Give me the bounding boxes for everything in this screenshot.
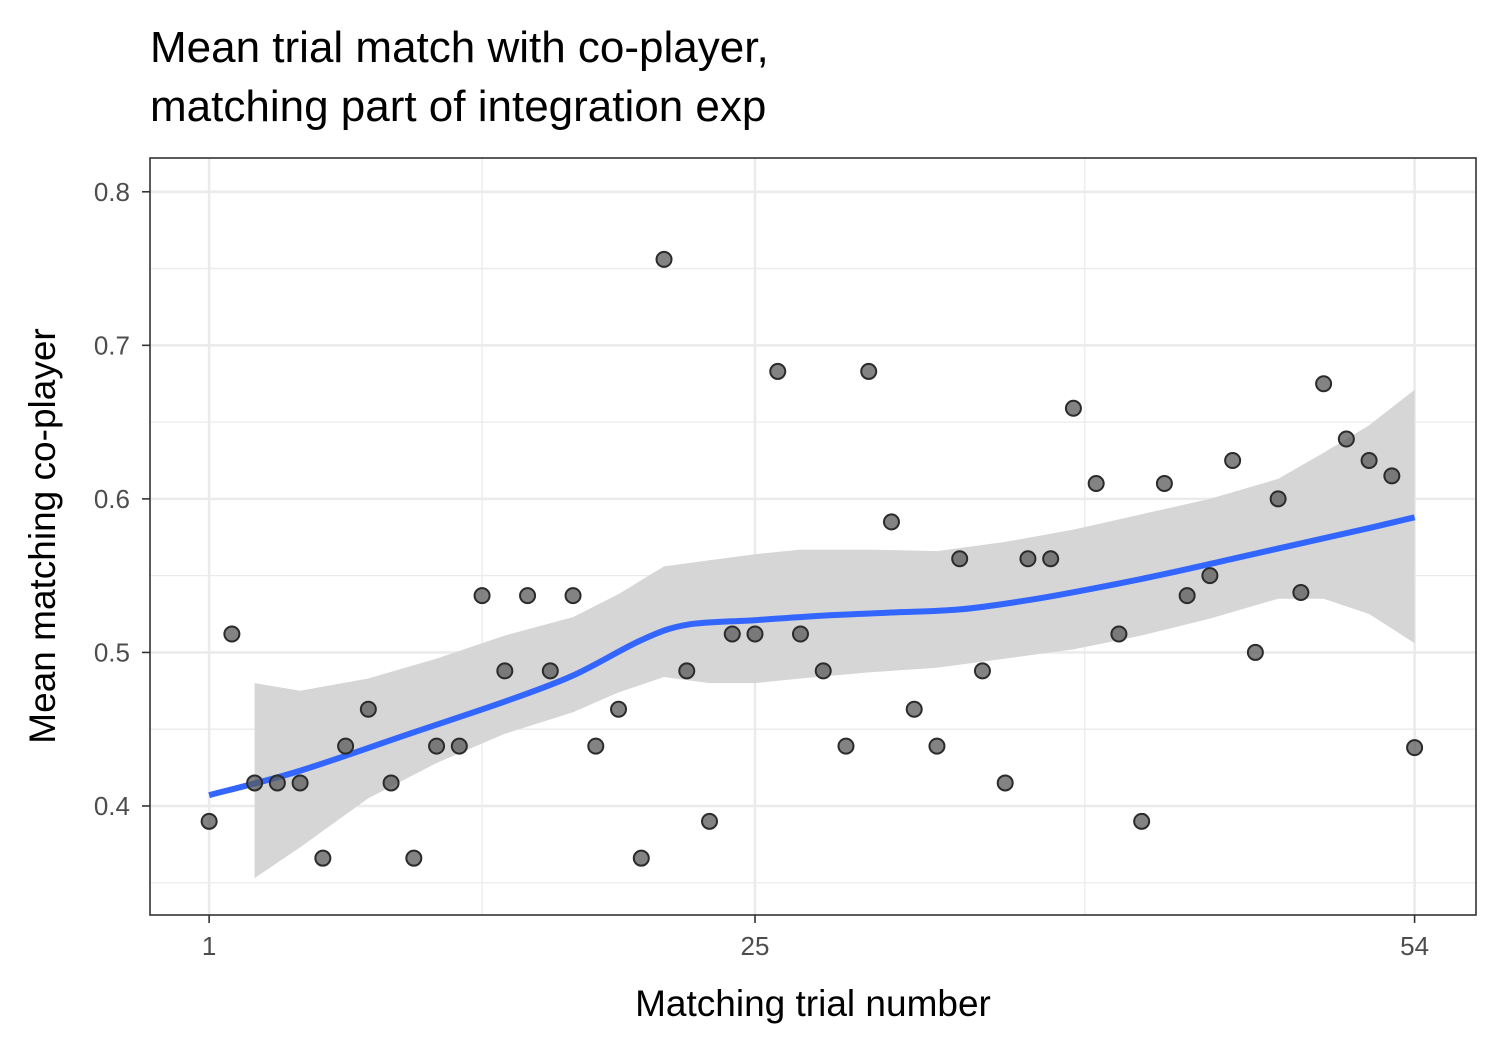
data-point-35 bbox=[973, 662, 991, 680]
data-point-45 bbox=[1201, 567, 1219, 585]
data-point-19 bbox=[610, 700, 628, 718]
y-tick-label-2: 0.6 bbox=[94, 484, 130, 514]
data-point-49 bbox=[1292, 584, 1310, 602]
data-point-47 bbox=[1246, 643, 1264, 661]
data-point-17 bbox=[564, 587, 582, 605]
data-point-13 bbox=[473, 587, 491, 605]
data-point-15 bbox=[519, 587, 537, 605]
data-point-20 bbox=[632, 849, 650, 867]
data-point-50 bbox=[1315, 375, 1333, 393]
data-point-7 bbox=[337, 737, 355, 755]
data-point-29 bbox=[837, 737, 855, 755]
data-point-21 bbox=[655, 250, 673, 268]
data-point-24 bbox=[723, 625, 741, 643]
data-point-6 bbox=[314, 849, 332, 867]
data-point-4 bbox=[268, 774, 286, 792]
data-point-18 bbox=[587, 737, 605, 755]
data-point-44 bbox=[1178, 587, 1196, 605]
data-point-37 bbox=[1019, 550, 1037, 568]
data-point-32 bbox=[905, 700, 923, 718]
data-point-46 bbox=[1224, 451, 1242, 469]
data-point-42 bbox=[1133, 812, 1151, 830]
data-point-8 bbox=[359, 700, 377, 718]
data-point-23 bbox=[701, 812, 719, 830]
chart-title-line-2: matching part of integration exp bbox=[150, 82, 766, 131]
plot-panel bbox=[149, 157, 1477, 916]
data-point-39 bbox=[1064, 399, 1082, 417]
x-tick-label-0: 1 bbox=[202, 931, 216, 961]
smooth-trend-line bbox=[208, 514, 1416, 799]
data-point-27 bbox=[791, 625, 809, 643]
chart-title-line-1: Mean trial match with co-player, bbox=[150, 23, 769, 72]
y-axis: 0.4 0.5 0.6 0.7 0.8 bbox=[94, 177, 150, 821]
data-point-33 bbox=[928, 737, 946, 755]
x-axis-title: Matching trial number bbox=[635, 983, 991, 1024]
data-point-51 bbox=[1337, 430, 1355, 448]
data-point-5 bbox=[291, 774, 309, 792]
x-tick-label-2: 54 bbox=[1400, 931, 1429, 961]
data-point-26 bbox=[769, 362, 787, 380]
data-points bbox=[200, 250, 1424, 867]
data-point-30 bbox=[860, 362, 878, 380]
x-axis: 1 25 54 bbox=[202, 915, 1429, 961]
data-point-38 bbox=[1042, 550, 1060, 568]
data-point-1 bbox=[200, 812, 218, 830]
panel-border bbox=[149, 157, 1477, 916]
data-point-40 bbox=[1087, 475, 1105, 493]
data-point-3 bbox=[246, 774, 264, 792]
data-point-22 bbox=[678, 662, 696, 680]
data-point-11 bbox=[428, 737, 446, 755]
x-tick-label-1: 25 bbox=[741, 931, 770, 961]
data-point-43 bbox=[1155, 475, 1173, 493]
data-point-54 bbox=[1406, 739, 1424, 757]
y-tick-label-3: 0.7 bbox=[94, 330, 130, 360]
data-point-9 bbox=[382, 774, 400, 792]
data-point-41 bbox=[1110, 625, 1128, 643]
data-point-12 bbox=[450, 737, 468, 755]
confidence-band bbox=[254, 389, 1415, 879]
y-tick-label-4: 0.8 bbox=[94, 177, 130, 207]
y-tick-label-1: 0.5 bbox=[94, 637, 130, 667]
data-point-34 bbox=[951, 550, 969, 568]
data-point-53 bbox=[1383, 467, 1401, 485]
data-point-14 bbox=[496, 662, 514, 680]
data-point-48 bbox=[1269, 490, 1287, 508]
data-point-36 bbox=[996, 774, 1014, 792]
data-point-52 bbox=[1360, 451, 1378, 469]
data-point-25 bbox=[746, 625, 764, 643]
data-point-16 bbox=[541, 662, 559, 680]
data-point-31 bbox=[882, 513, 900, 531]
data-point-10 bbox=[405, 849, 423, 867]
data-point-2 bbox=[223, 625, 241, 643]
y-axis-title: Mean matching co-player bbox=[22, 328, 63, 743]
y-tick-label-0: 0.4 bbox=[94, 791, 130, 821]
data-point-28 bbox=[814, 662, 832, 680]
